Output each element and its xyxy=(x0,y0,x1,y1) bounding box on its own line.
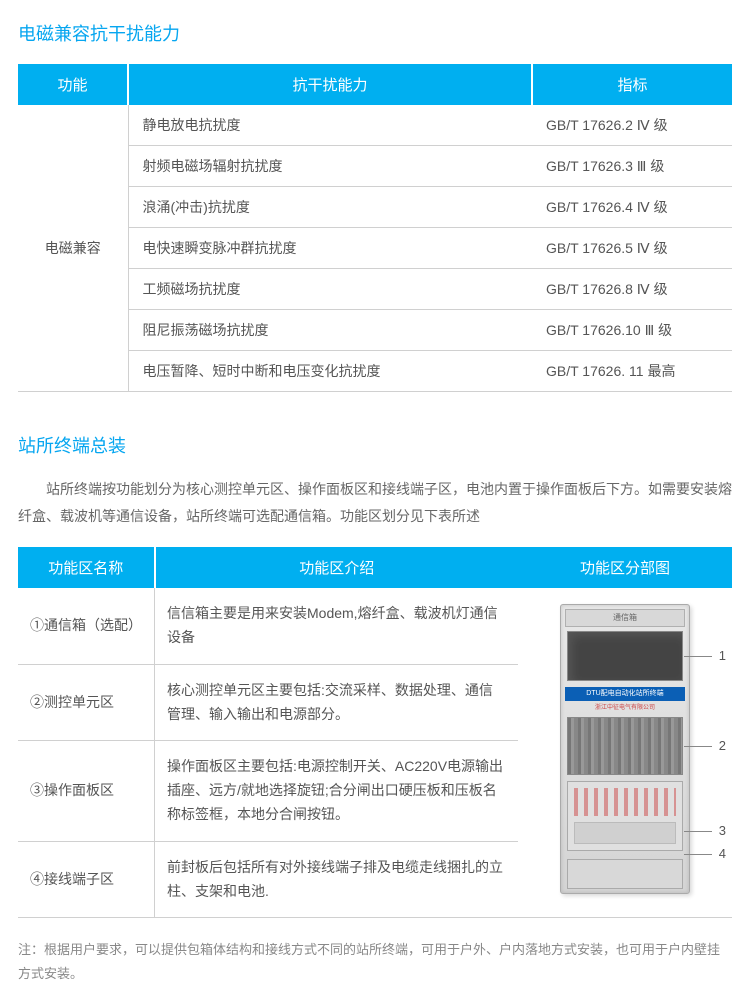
table-row: 电磁兼容 静电放电抗扰度 GB/T 17626.2 Ⅳ 级 xyxy=(18,105,732,146)
callout-3: 3 xyxy=(719,823,726,838)
emc-th-ability: 抗干扰能力 xyxy=(128,64,532,105)
zone-name: ②测控单元区 xyxy=(18,664,155,741)
zone-desc: 操作面板区主要包括:电源控制开关、AC220V电源输出插座、远方/就地选择旋钮;… xyxy=(155,741,519,841)
table-row: ①通信箱（选配） 信信箱主要是用来安装Modem,熔纤盒、载波机灯通信设备 xyxy=(18,588,518,664)
zone-desc: 信信箱主要是用来安装Modem,熔纤盒、载波机灯通信设备 xyxy=(155,588,519,664)
emc-ability: 阻尼振荡磁场抗扰度 xyxy=(128,310,532,351)
emc-spec: GB/T 17626.10 Ⅲ 级 xyxy=(532,310,732,351)
table-row: ④接线端子区 前封板后包括所有对外接线端子排及电缆走线捆扎的立柱、支架和电池. xyxy=(18,841,518,918)
emc-th-func: 功能 xyxy=(18,64,128,105)
emc-spec: GB/T 17626. 11 最高 xyxy=(532,351,732,392)
emc-ability: 电压暂降、短时中断和电压变化抗扰度 xyxy=(128,351,532,392)
emc-ability: 射频电磁场辐射抗扰度 xyxy=(128,146,532,187)
emc-ability: 电快速瞬变脉冲群抗扰度 xyxy=(128,228,532,269)
emc-rowlabel: 电磁兼容 xyxy=(18,105,128,392)
section2-title: 站所终端总装 xyxy=(18,432,732,458)
cabinet-top-label: 通信箱 xyxy=(565,609,685,627)
cabinet-rack xyxy=(567,717,683,775)
emc-spec: GB/T 17626.5 Ⅳ 级 xyxy=(532,228,732,269)
callout-2: 2 xyxy=(719,738,726,753)
table-row: ③操作面板区 操作面板区主要包括:电源控制开关、AC220V电源输出插座、远方/… xyxy=(18,741,518,841)
callout-1: 1 xyxy=(719,648,726,663)
zone-th-desc: 功能区介绍 xyxy=(155,547,519,588)
zone-desc: 核心测控单元区主要包括:交流采样、数据处理、通信管理、输入输出和电源部分。 xyxy=(155,664,519,741)
zone-table: 功能区名称 功能区介绍 ①通信箱（选配） 信信箱主要是用来安装Modem,熔纤盒… xyxy=(18,547,518,918)
zone-th-diagram: 功能区分部图 xyxy=(518,547,732,588)
emc-ability: 静电放电抗扰度 xyxy=(128,105,532,146)
emc-spec: GB/T 17626.3 Ⅲ 级 xyxy=(532,146,732,187)
emc-spec: GB/T 17626.2 Ⅳ 级 xyxy=(532,105,732,146)
emc-th-spec: 指标 xyxy=(532,64,732,105)
diagram-cell: 通信箱 DTU配电自动化站所终端 浙江中征电气有限公司 1 2 3 4 xyxy=(518,588,732,918)
section1-title: 电磁兼容抗干扰能力 xyxy=(18,20,732,46)
emc-table: 功能 抗干扰能力 指标 电磁兼容 静电放电抗扰度 GB/T 17626.2 Ⅳ … xyxy=(18,64,732,392)
zone-th-name: 功能区名称 xyxy=(18,547,155,588)
zone-name: ①通信箱（选配） xyxy=(18,588,155,664)
emc-ability: 浪涌(冲击)抗扰度 xyxy=(128,187,532,228)
cabinet-base xyxy=(567,859,683,889)
emc-spec: GB/T 17626.8 Ⅳ 级 xyxy=(532,269,732,310)
zone-wrapper: 功能区名称 功能区介绍 ①通信箱（选配） 信信箱主要是用来安装Modem,熔纤盒… xyxy=(18,547,732,918)
emc-spec: GB/T 17626.4 Ⅳ 级 xyxy=(532,187,732,228)
zone-desc: 前封板后包括所有对外接线端子排及电缆走线捆扎的立柱、支架和电池. xyxy=(155,841,519,918)
cabinet-blue-label: DTU配电自动化站所终端 xyxy=(565,687,685,701)
section2-paragraph: 站所终端按功能划分为核心测控单元区、操作面板区和接线端子区，电池内置于操作面板后… xyxy=(18,476,732,529)
zone-name: ④接线端子区 xyxy=(18,841,155,918)
cabinet-illustration: 通信箱 DTU配电自动化站所终端 浙江中征电气有限公司 xyxy=(560,604,690,894)
footnote: 注：根据用户要求，可以提供包箱体结构和接线方式不同的站所终端，可用于户外、户内落… xyxy=(18,938,732,985)
cabinet-panel xyxy=(567,781,683,851)
table-row: ②测控单元区 核心测控单元区主要包括:交流采样、数据处理、通信管理、输入输出和电… xyxy=(18,664,518,741)
cabinet-sub-label: 浙江中征电气有限公司 xyxy=(565,703,685,713)
callout-4: 4 xyxy=(719,846,726,861)
cabinet-screen xyxy=(567,631,683,681)
zone-name: ③操作面板区 xyxy=(18,741,155,841)
emc-ability: 工频磁场抗扰度 xyxy=(128,269,532,310)
